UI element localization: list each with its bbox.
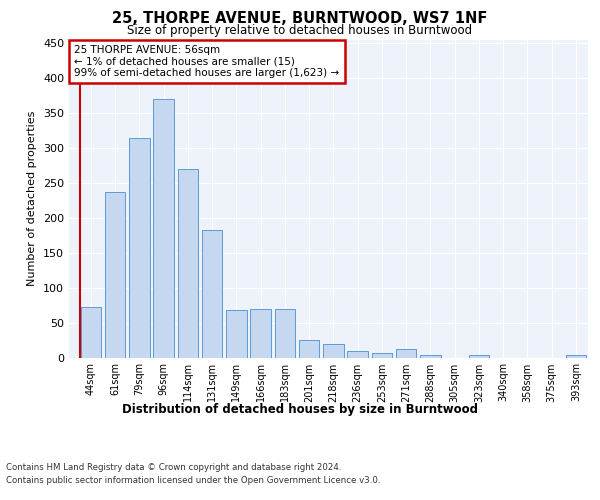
Bar: [299, 340, 319, 357]
Bar: [226, 310, 247, 358]
Bar: [275, 308, 295, 358]
Bar: [323, 344, 344, 357]
Bar: [202, 230, 223, 358]
Text: Distribution of detached houses by size in Burntwood: Distribution of detached houses by size …: [122, 402, 478, 415]
Bar: [105, 192, 125, 358]
Text: Contains HM Land Registry data © Crown copyright and database right 2024.: Contains HM Land Registry data © Crown c…: [6, 462, 341, 471]
Bar: [250, 308, 271, 358]
Bar: [566, 354, 586, 358]
Bar: [129, 138, 149, 358]
Bar: [469, 354, 489, 358]
Text: Contains public sector information licensed under the Open Government Licence v3: Contains public sector information licen…: [6, 476, 380, 485]
Y-axis label: Number of detached properties: Number of detached properties: [28, 111, 37, 286]
Bar: [178, 169, 198, 358]
Bar: [371, 352, 392, 358]
Bar: [420, 356, 440, 358]
Bar: [153, 100, 174, 358]
Text: 25 THORPE AVENUE: 56sqm
← 1% of detached houses are smaller (15)
99% of semi-det: 25 THORPE AVENUE: 56sqm ← 1% of detached…: [74, 45, 340, 78]
Bar: [347, 350, 368, 358]
Text: Size of property relative to detached houses in Burntwood: Size of property relative to detached ho…: [127, 24, 473, 37]
Text: 25, THORPE AVENUE, BURNTWOOD, WS7 1NF: 25, THORPE AVENUE, BURNTWOOD, WS7 1NF: [112, 11, 488, 26]
Bar: [80, 308, 101, 358]
Bar: [396, 349, 416, 358]
